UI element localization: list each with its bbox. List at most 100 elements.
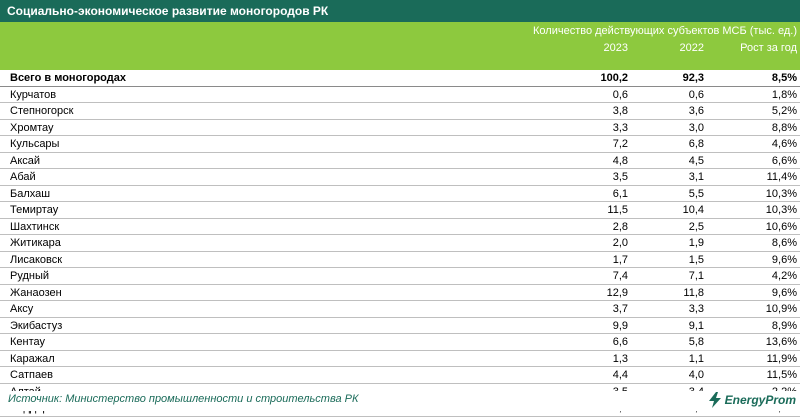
cell-growth: 8,6% [771, 237, 797, 249]
cell-growth: 1,8% [771, 88, 797, 101]
cell-value-2023: 7,4 [612, 270, 628, 282]
cell-value-2023: 100,2 [600, 72, 628, 84]
cell-growth: 4,2% [771, 270, 797, 282]
cell-city-name: Рудный [10, 270, 50, 282]
cell-value-2022: 3,3 [688, 303, 704, 315]
cell-city-name: Экибастуз [10, 319, 63, 332]
cell-city-name: Хромтау [10, 121, 54, 134]
table-row: Хромтау 3,3 3,0 8,8% [0, 120, 800, 136]
table-row-total: Всего в моногородах 100,2 92,3 8,5% [0, 70, 800, 87]
cell-growth: 11,9% [766, 352, 797, 365]
cell-value-2023: 2,0 [612, 237, 628, 249]
table-row: Шахтинск 2,8 2,5 10,6% [0, 219, 800, 235]
cell-city-name: Кульсары [10, 138, 60, 150]
table-row: Рудный 7,4 7,1 4,2% [0, 268, 800, 285]
cell-value-2023: 11,5 [607, 204, 628, 216]
source-note: Источник: Министерство промышленности и … [8, 393, 359, 405]
cell-city-name: Сатпаев [10, 369, 54, 381]
cell-value-2022: 4,0 [688, 369, 704, 381]
table-row: Сатпаев 4,4 4,0 11,5% [0, 367, 800, 384]
cell-value-2023: 1,3 [612, 352, 628, 365]
cell-city-name: Шахтинск [10, 220, 60, 233]
cell-value-2023: 2,8 [612, 220, 628, 233]
cell-growth: 13,6% [765, 336, 797, 348]
table-row: Кентау 6,6 5,8 13,6% [0, 334, 800, 351]
cell-city-name: Степногорск [10, 105, 74, 117]
cell-value-2022: 92,3 [682, 72, 704, 84]
cell-city-name: Аксай [10, 154, 41, 167]
cell-value-2023: 7,2 [612, 138, 628, 150]
table-row: Кульсары 7,2 6,8 4,6% [0, 136, 800, 153]
table-header: Количество действующих субъектов МСБ (ты… [0, 22, 800, 70]
cell-city-name: Кентау [10, 336, 46, 348]
table-body: Всего в моногородах 100,2 92,3 8,5% Курчатов… [0, 70, 800, 417]
cell-growth: 5,2% [771, 105, 797, 117]
table-row: Экибастуз 9,9 9,1 8,9% [0, 318, 800, 334]
cell-growth: 11,5% [766, 369, 797, 381]
column-header-2022: 2022 [679, 42, 704, 54]
table-row: Аксай 4,8 4,5 6,6% [0, 153, 800, 169]
table-row: Аксу 3,7 3,3 10,9% [0, 301, 800, 318]
cell-city-name: Аксу [10, 303, 34, 315]
footer: Источник: Министерство промышленности и … [0, 391, 800, 411]
cell-city-name: Балхаш [10, 187, 51, 200]
table-row: Лисаковск 1,7 1,5 9,6% [0, 252, 800, 268]
cell-growth: 8,9% [771, 319, 797, 332]
cell-value-2022: 7,1 [688, 270, 704, 282]
cell-growth: 10,6% [765, 220, 797, 233]
cell-growth: 11,4% [766, 171, 797, 183]
cell-city-name: Жанаозен [10, 286, 62, 299]
cell-value-2022: 1,1 [688, 352, 704, 365]
cell-value-2023: 3,3 [612, 121, 628, 134]
cell-city-name: Курчатов [10, 88, 57, 101]
cell-value-2023: 4,4 [612, 369, 628, 381]
cell-city-name: Лисаковск [10, 253, 63, 266]
cell-value-2023: 3,5 [612, 171, 628, 183]
cell-city-name: Абай [10, 171, 36, 183]
cell-value-2023: 0,6 [612, 88, 628, 101]
cell-value-2023: 12,9 [606, 286, 628, 299]
cell-value-2023: 3,7 [612, 303, 628, 315]
cell-growth: 6,6% [771, 154, 797, 167]
lightning-bolt-icon [708, 392, 721, 408]
cell-value-2023: 6,1 [612, 187, 628, 200]
cell-value-2023: 3,8 [612, 105, 628, 117]
cell-value-2022: 1,5 [688, 253, 704, 266]
cell-city-name: Житикара [10, 237, 61, 249]
cell-value-2022: 9,1 [688, 319, 704, 332]
cell-growth: 4,6% [771, 138, 797, 150]
brand-logo: EnergyProm [708, 392, 796, 408]
cell-value-2023: 1,7 [612, 253, 628, 266]
table-row: Жанаозен 12,9 11,8 9,6% [0, 285, 800, 301]
cell-value-2022: 11,8 [683, 286, 704, 299]
cell-value-2022: 6,8 [688, 138, 704, 150]
table-row: Степногорск 3,8 3,6 5,2% [0, 103, 800, 120]
cell-value-2022: 5,8 [688, 336, 704, 348]
cell-value-2022: 10,4 [682, 204, 704, 216]
cell-value-2022: 3,0 [688, 121, 704, 134]
cell-growth: 10,3% [765, 187, 797, 200]
table-row: Житикара 2,0 1,9 8,6% [0, 235, 800, 252]
cell-value-2022: 5,5 [688, 187, 704, 200]
cell-value-2022: 2,5 [688, 220, 704, 233]
table-row: Каражал 1,3 1,1 11,9% [0, 351, 800, 367]
table-row: Темиртау 11,5 10,4 10,3% [0, 202, 800, 219]
cell-value-2022: 1,9 [688, 237, 704, 249]
table-row: Абай 3,5 3,1 11,4% [0, 169, 800, 186]
brand-name: EnergyProm [724, 393, 796, 407]
cell-city-name: Темиртау [10, 204, 59, 216]
cell-growth: 9,6% [771, 286, 797, 299]
cell-growth: 10,3% [765, 204, 797, 216]
cell-value-2022: 3,6 [688, 105, 704, 117]
column-header-2023: 2023 [603, 42, 628, 54]
column-header-growth: Рост за год [740, 42, 797, 54]
cell-growth: 8,5% [771, 72, 797, 84]
cell-growth: 8,8% [771, 121, 797, 134]
cell-value-2022: 3,1 [688, 171, 704, 183]
cell-value-2023: 4,8 [612, 154, 628, 167]
cell-value-2023: 9,9 [612, 319, 628, 332]
cell-value-2022: 4,5 [688, 154, 704, 167]
table-row: Балхаш 6,1 5,5 10,3% [0, 186, 800, 202]
table-row: Курчатов 0,6 0,6 1,8% [0, 87, 800, 103]
cell-value-2022: 0,6 [688, 88, 704, 101]
